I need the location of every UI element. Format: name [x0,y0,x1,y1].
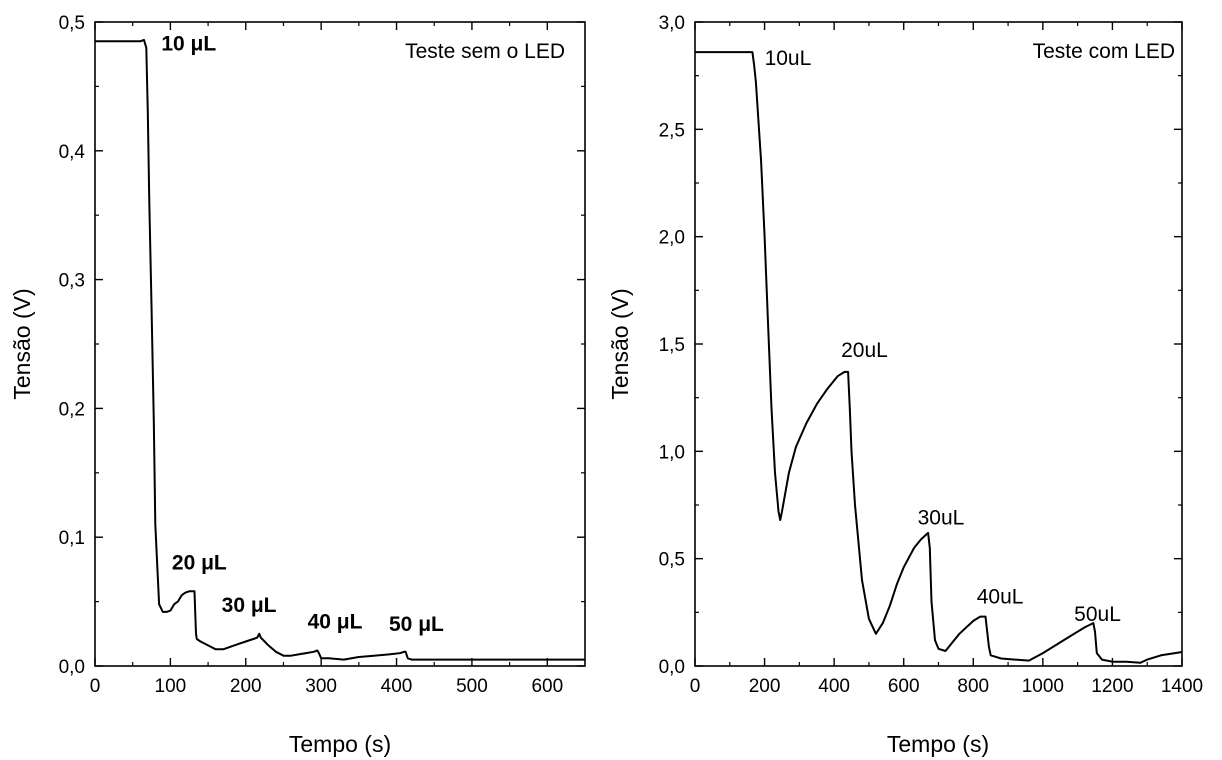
x-tick-label: 500 [456,676,488,697]
y-tick-label: 0,3 [59,271,85,292]
data-annotation: 30 μL [222,594,277,617]
y-tick-label: 3,0 [659,13,685,34]
x-tick-label: 200 [230,676,262,697]
data-annotation: 20uL [841,339,888,362]
data-annotation: 10 μL [161,32,216,55]
y-axis-title: Tensão (V) [607,288,633,399]
x-tick-label: 600 [531,676,563,697]
series-line [695,51,1183,664]
x-tick-label: 400 [818,676,850,697]
plot-frame [94,21,586,667]
legend-label: Teste sem o LED [405,40,565,63]
x-axis-title: Tempo (s) [887,731,989,757]
y-tick-label: 0,5 [659,550,685,571]
y-tick-label: 0,4 [59,142,86,163]
x-tick-label: 1200 [1091,676,1133,697]
data-annotation: 30uL [918,506,965,529]
x-tick-label: 200 [749,676,781,697]
y-tick-label: 1,5 [659,335,685,356]
y-tick-label: 0,0 [659,657,685,678]
x-tick-label: 1400 [1161,676,1203,697]
data-annotation: 10uL [765,47,812,70]
y-tick-label: 1,0 [659,442,685,463]
data-annotation: 40 μL [308,611,363,634]
x-tick-label: 800 [957,676,989,697]
y-tick-label: 2,5 [659,120,685,141]
x-tick-label: 0 [690,676,701,697]
x-tick-label: 100 [155,676,187,697]
legend-label: Teste com LED [1033,40,1175,63]
series-line [95,39,585,661]
data-annotation: 50 μL [389,613,444,636]
x-tick-label: 300 [305,676,337,697]
y-axis-title: Tensão (V) [9,288,35,399]
chart-right-panel: 0 200 400 600 800 1000 1200 1400 0,0 0,5 1,0 1,5 2,0… [607,13,1203,757]
chart-left-panel: 0 100 200 300 400 500 600 0,0 0,1 0,2 0,3 0,4 0,5 Tem… [9,13,586,757]
y-tick-label: 0,1 [59,528,85,549]
y-tick-label: 0,2 [59,399,85,420]
y-tick-label: 2,0 [659,228,685,249]
y-tick-label: 0,0 [59,657,85,678]
data-annotation: 20 μL [172,551,227,574]
data-annotation: 40uL [977,586,1024,609]
x-tick-label: 1000 [1022,676,1064,697]
x-tick-label: 600 [888,676,920,697]
data-annotation: 50uL [1074,603,1121,626]
y-tick-label: 0,5 [59,13,85,34]
x-axis-title: Tempo (s) [289,731,391,757]
x-tick-label: 400 [381,676,413,697]
x-tick-label: 0 [90,676,101,697]
